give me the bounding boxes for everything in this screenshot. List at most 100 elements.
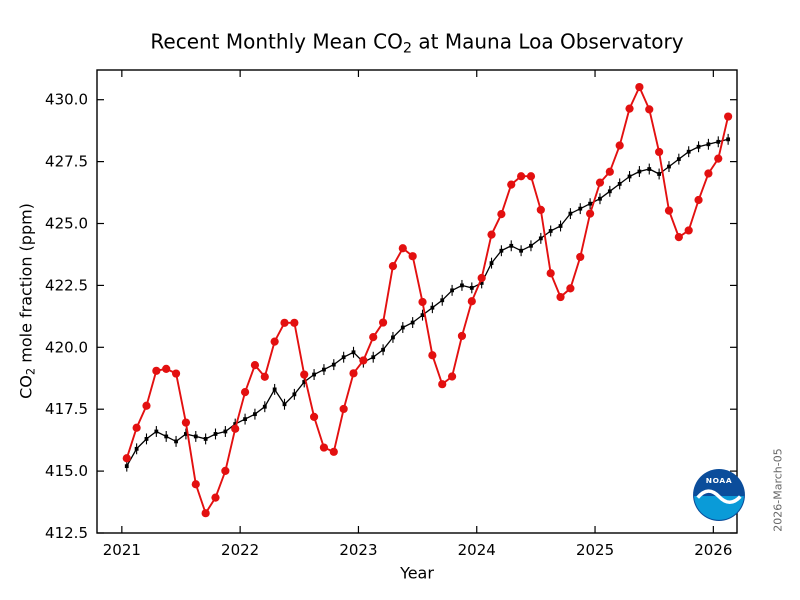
- trend-marker: [253, 412, 257, 417]
- chart-title-text: Recent Monthly Mean CO: [150, 29, 403, 54]
- monthly-mean-marker: [467, 297, 476, 306]
- monthly-mean-marker: [359, 356, 368, 365]
- monthly-mean-marker: [329, 447, 338, 456]
- trend-marker: [381, 347, 385, 352]
- trend-marker: [676, 157, 681, 162]
- date-stamp: 2026-March-05: [771, 448, 785, 532]
- plot-frame: [96, 69, 738, 534]
- x-tick-label: 2024: [458, 541, 496, 559]
- trend-marker: [578, 206, 583, 211]
- monthly-mean-marker: [378, 318, 388, 327]
- y-tick-label: 430.0: [45, 91, 88, 109]
- monthly-mean-marker: [270, 337, 279, 346]
- monthly-mean-marker: [664, 206, 674, 215]
- monthly-mean-marker: [398, 244, 407, 253]
- trend-marker: [331, 362, 336, 367]
- monthly-mean-marker: [645, 105, 654, 114]
- trend-marker: [440, 298, 445, 303]
- trend-marker: [341, 355, 346, 360]
- monthly-mean-marker: [250, 361, 260, 370]
- monthly-mean-marker: [635, 82, 644, 92]
- trend-marker: [124, 464, 129, 469]
- monthly-mean-marker: [418, 297, 427, 307]
- monthly-mean-marker: [152, 366, 161, 375]
- monthly-mean-marker: [694, 195, 703, 205]
- monthly-mean-marker: [122, 454, 131, 463]
- trend-marker: [460, 283, 464, 288]
- trend-marker: [243, 417, 247, 422]
- monthly-mean-marker: [497, 209, 506, 219]
- monthly-mean-marker: [684, 226, 693, 235]
- monthly-mean-marker: [546, 269, 555, 278]
- monthly-mean-marker: [191, 480, 200, 489]
- monthly-mean-marker: [576, 252, 585, 262]
- noaa-logo: NOAA: [693, 469, 745, 521]
- trend-marker: [322, 367, 326, 372]
- trend-marker: [558, 224, 563, 228]
- series-line-trend: [126, 138, 729, 467]
- monthly-mean-marker: [260, 372, 269, 381]
- monthly-mean-marker: [211, 493, 220, 502]
- trend-marker: [469, 285, 474, 290]
- series-line-monthly-mean: [125, 84, 730, 516]
- monthly-mean-marker: [556, 292, 565, 302]
- monthly-mean-marker: [132, 423, 141, 432]
- y-tick-label: 427.5: [45, 153, 88, 171]
- y-tick-label: 422.5: [45, 276, 88, 294]
- monthly-mean-marker: [674, 233, 683, 242]
- trend-marker: [637, 169, 642, 174]
- monthly-mean-marker: [447, 372, 457, 381]
- trend-marker: [627, 174, 632, 179]
- trend-marker: [519, 248, 524, 253]
- trend-marker: [302, 380, 307, 384]
- x-axis-label: Year: [400, 563, 434, 583]
- trend-marker: [489, 261, 494, 266]
- trend-marker: [499, 248, 504, 253]
- trend-marker: [312, 372, 316, 377]
- trend-marker: [726, 137, 731, 142]
- trend-marker: [450, 288, 454, 293]
- y-tick-label: 412.5: [45, 524, 88, 542]
- trend-marker: [193, 434, 198, 439]
- trend-marker: [154, 429, 159, 434]
- monthly-mean-marker: [724, 112, 733, 121]
- monthly-mean-marker: [339, 404, 348, 414]
- trend-marker: [223, 429, 228, 434]
- y-tick-label: 420.0: [45, 338, 88, 356]
- chart-title-subscript: 2: [402, 40, 413, 57]
- trend-marker: [213, 432, 218, 436]
- monthly-mean-marker: [487, 230, 496, 239]
- monthly-mean-marker: [201, 509, 210, 518]
- monthly-mean-marker: [566, 284, 575, 293]
- trend-marker: [272, 387, 277, 392]
- trend-marker: [134, 446, 139, 451]
- monthly-mean-marker: [142, 401, 151, 410]
- x-tick-label: 2026: [694, 541, 732, 559]
- y-tick-label: 417.5: [45, 400, 88, 418]
- monthly-mean-marker: [714, 154, 723, 163]
- trend-marker: [371, 355, 376, 360]
- trend-marker: [617, 181, 622, 186]
- trend-marker: [164, 434, 169, 439]
- monthly-mean-marker: [280, 318, 289, 327]
- trend-marker: [292, 392, 297, 397]
- monthly-mean-marker: [517, 172, 526, 181]
- x-tick-label: 2023: [339, 541, 377, 559]
- monthly-mean-marker: [625, 104, 634, 113]
- monthly-mean-marker: [526, 172, 536, 181]
- monthly-mean-marker: [162, 364, 171, 373]
- trend-marker: [174, 439, 178, 444]
- x-tick-label: 2022: [221, 541, 259, 559]
- monthly-mean-marker: [388, 261, 398, 271]
- trend-marker: [203, 437, 208, 441]
- trend-marker: [509, 243, 514, 248]
- noaa-gull-icon: [696, 489, 742, 505]
- trend-marker: [430, 305, 435, 310]
- monthly-mean-marker: [457, 331, 467, 341]
- trend-marker: [598, 196, 602, 201]
- monthly-mean-marker: [300, 370, 309, 379]
- monthly-mean-marker: [704, 169, 713, 178]
- monthly-mean-marker: [349, 369, 358, 378]
- trend-marker: [400, 325, 405, 330]
